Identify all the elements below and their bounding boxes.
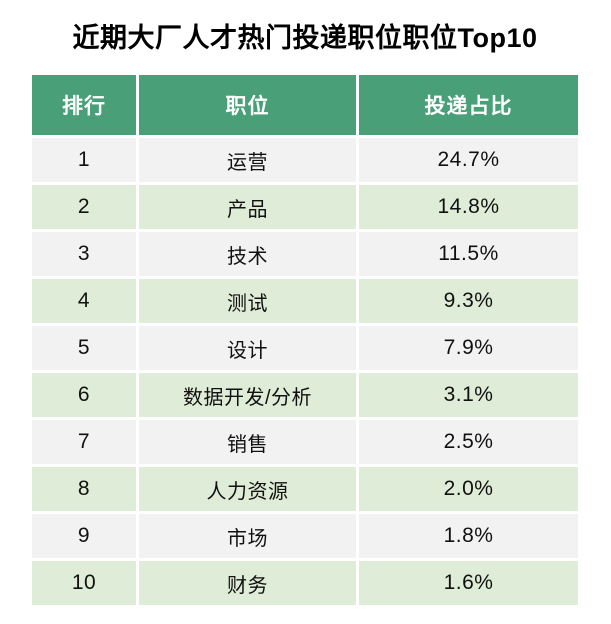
table-row: 6 数据开发/分析 3.1% — [32, 373, 578, 417]
cell-rank: 6 — [32, 373, 136, 417]
table-row: 2 产品 14.8% — [32, 185, 578, 229]
cell-position: 销售 — [139, 420, 356, 464]
table-row: 3 技术 11.5% — [32, 232, 578, 276]
cell-rank: 2 — [32, 185, 136, 229]
cell-position: 人力资源 — [139, 467, 356, 511]
cell-rank: 10 — [32, 561, 136, 605]
cell-share: 2.5% — [359, 420, 578, 464]
cell-share: 7.9% — [359, 326, 578, 370]
cell-position: 产品 — [139, 185, 356, 229]
cell-position: 市场 — [139, 514, 356, 558]
column-header-position: 职位 — [139, 75, 356, 135]
table-row: 7 销售 2.5% — [32, 420, 578, 464]
table-row: 9 市场 1.8% — [32, 514, 578, 558]
cell-rank: 5 — [32, 326, 136, 370]
cell-share: 14.8% — [359, 185, 578, 229]
ranking-table: 排行 职位 投递占比 1 运营 24.7% 2 产品 14.8% 3 技术 11.5% 4 测试 9.3%… — [32, 75, 578, 608]
table-row: 4 测试 9.3% — [32, 279, 578, 323]
cell-share: 1.6% — [359, 561, 578, 605]
cell-share: 3.1% — [359, 373, 578, 417]
cell-position: 运营 — [139, 138, 356, 182]
cell-share: 24.7% — [359, 138, 578, 182]
cell-rank: 8 — [32, 467, 136, 511]
cell-rank: 9 — [32, 514, 136, 558]
cell-share: 2.0% — [359, 467, 578, 511]
cell-rank: 4 — [32, 279, 136, 323]
table-row: 10 财务 1.6% — [32, 561, 578, 605]
table-row: 5 设计 7.9% — [32, 326, 578, 370]
cell-position: 数据开发/分析 — [139, 373, 356, 417]
cell-share: 1.8% — [359, 514, 578, 558]
cell-position: 财务 — [139, 561, 356, 605]
cell-share: 11.5% — [359, 232, 578, 276]
cell-share: 9.3% — [359, 279, 578, 323]
cell-position: 技术 — [139, 232, 356, 276]
column-header-share: 投递占比 — [359, 75, 578, 135]
cell-position: 测试 — [139, 279, 356, 323]
table-header-row: 排行 职位 投递占比 — [32, 75, 578, 135]
cell-rank: 1 — [32, 138, 136, 182]
cell-rank: 3 — [32, 232, 136, 276]
column-header-rank: 排行 — [32, 75, 136, 135]
cell-rank: 7 — [32, 420, 136, 464]
cell-position: 设计 — [139, 326, 356, 370]
page-title: 近期大厂人才热门投递职位职位Top10 — [72, 23, 538, 53]
table-row: 1 运营 24.7% — [32, 138, 578, 182]
table-row: 8 人力资源 2.0% — [32, 467, 578, 511]
